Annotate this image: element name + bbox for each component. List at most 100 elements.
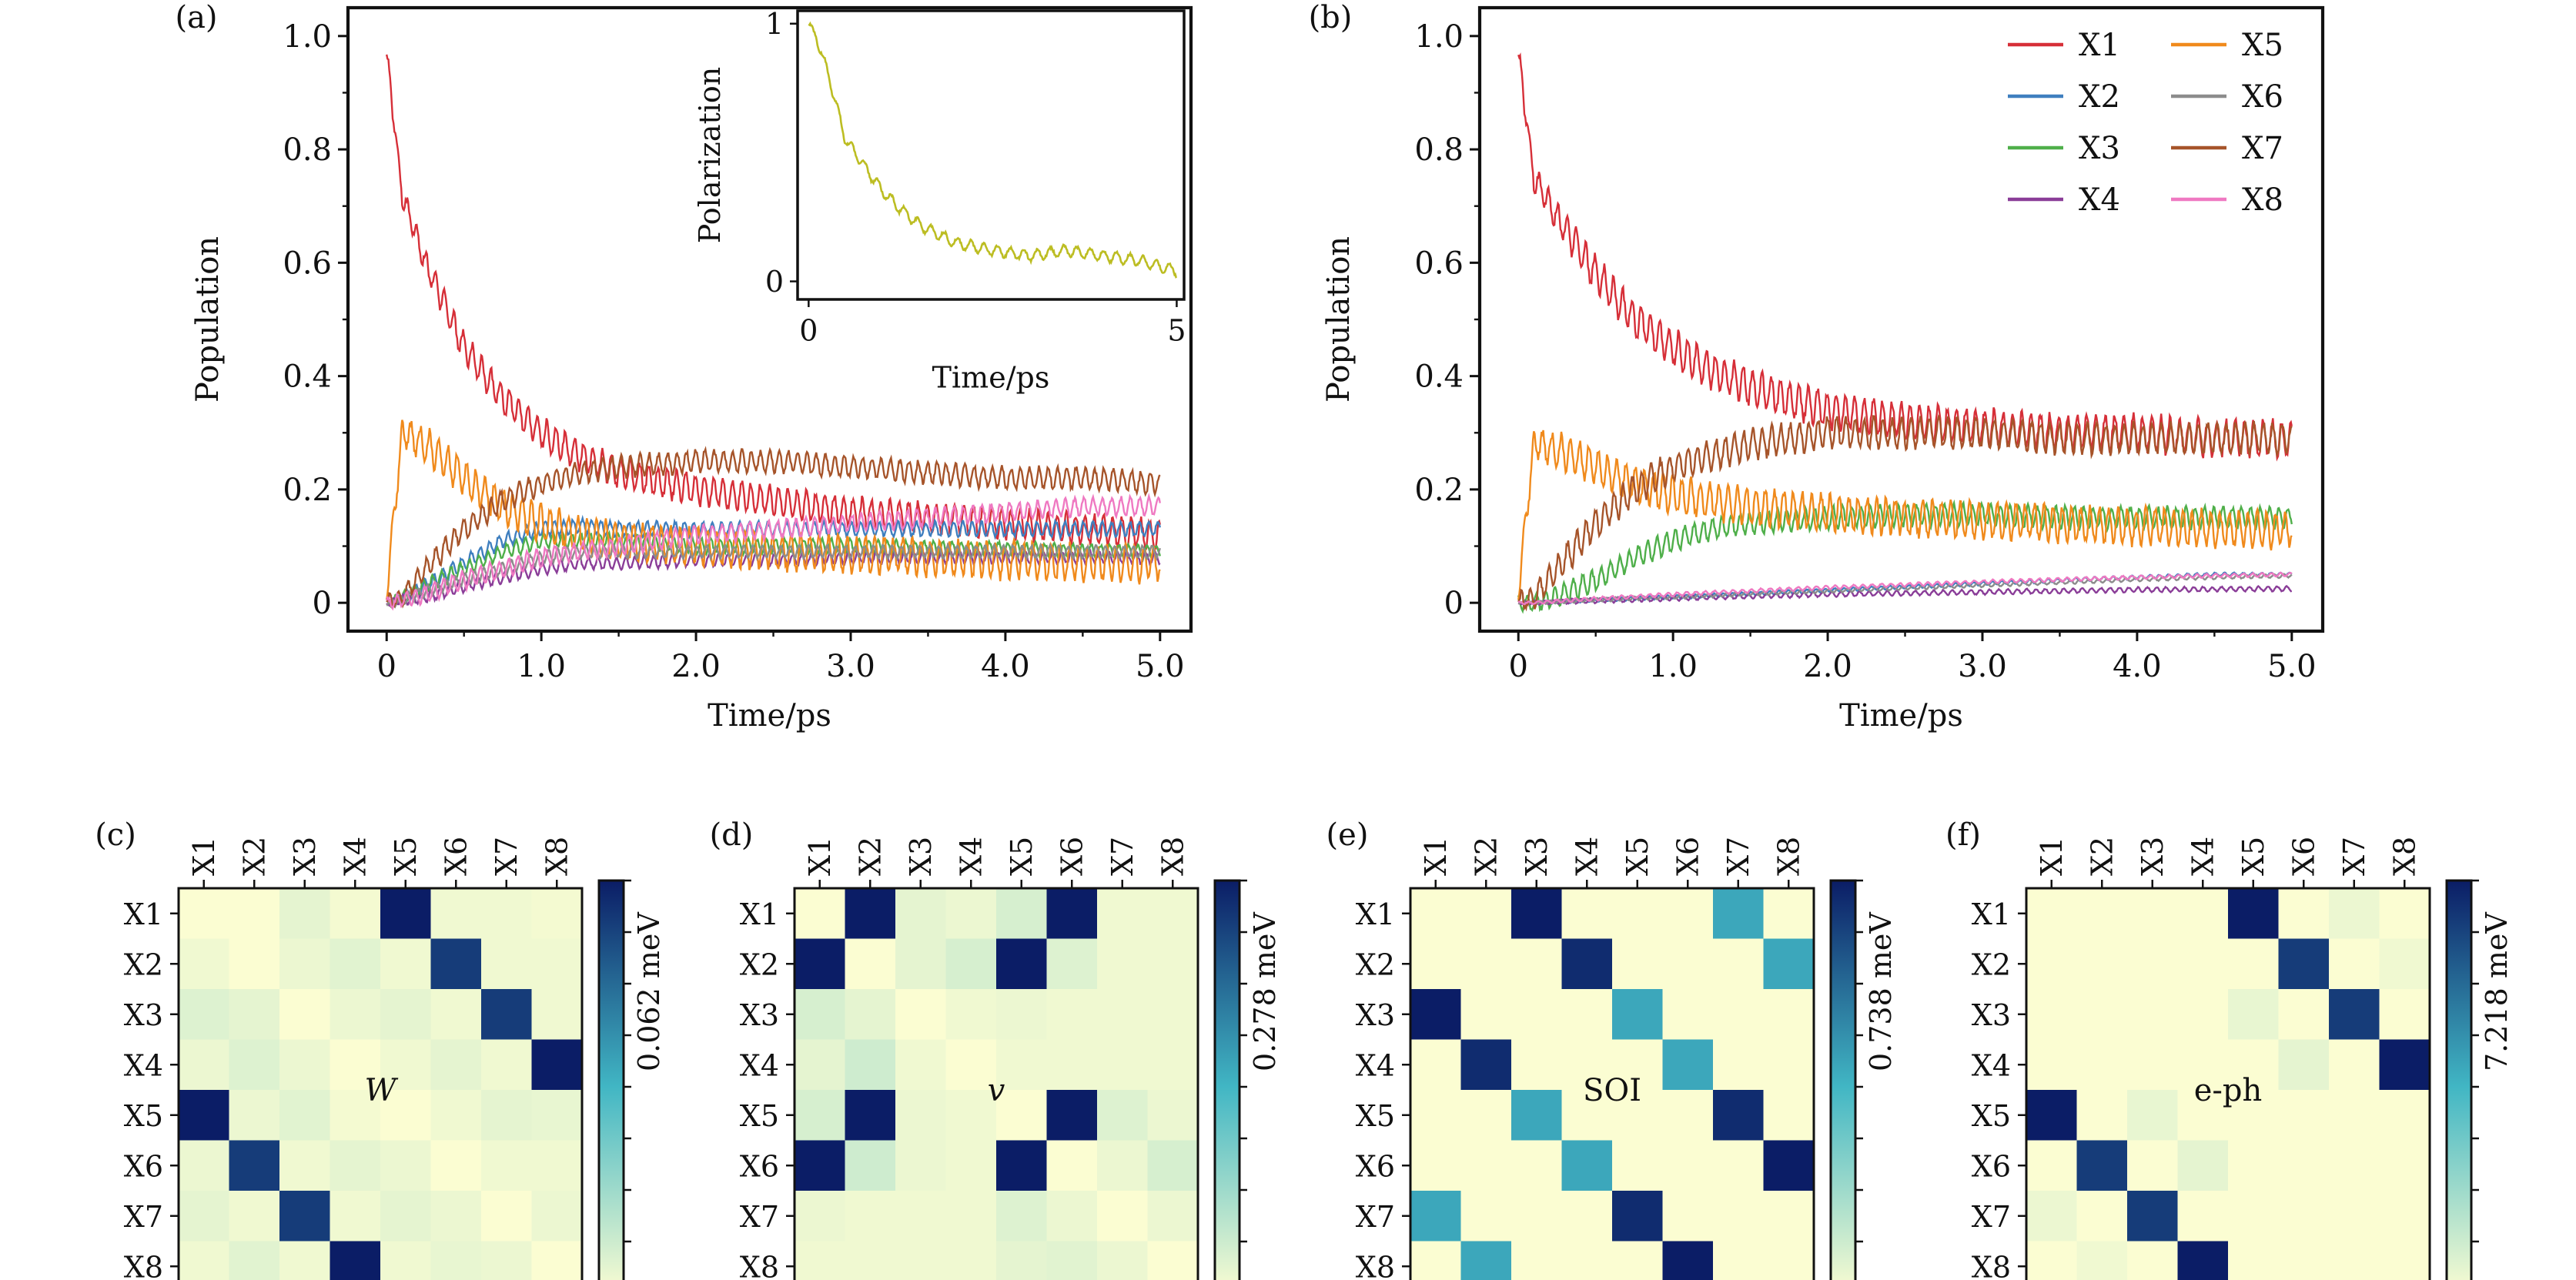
heatmap-cell bbox=[1097, 1140, 1148, 1191]
heatmap-cell bbox=[895, 938, 946, 990]
row-label: X8 bbox=[124, 1250, 163, 1280]
heatmap-cell bbox=[1147, 989, 1199, 1040]
heatmap-cell bbox=[1713, 1140, 1764, 1191]
heatmap-cell bbox=[2127, 1191, 2178, 1242]
heatmap-cell bbox=[2329, 1241, 2380, 1280]
heatmap-cell bbox=[2228, 1090, 2279, 1141]
x-tick-label: 0 bbox=[377, 649, 396, 684]
heatmap-cell bbox=[1763, 1241, 1815, 1280]
heatmap-cell bbox=[996, 1090, 1047, 1141]
heatmap-cell bbox=[1763, 1039, 1815, 1091]
heatmap-cell bbox=[895, 1039, 946, 1091]
heatmap-cell bbox=[945, 1191, 997, 1242]
col-label: X2 bbox=[237, 837, 271, 876]
heatmap-e: (e) X1 X2 X3 X4 X5 X6 X7 X8 X1 X2 X3 X4 X5 X6 X7 X8 SOI 0.… bbox=[1326, 817, 1898, 1280]
row-label: X5 bbox=[1972, 1099, 2011, 1133]
heatmap-cell bbox=[1410, 1090, 1461, 1141]
heatmap-cell bbox=[2278, 1039, 2330, 1091]
heatmap-cell bbox=[2127, 1241, 2178, 1280]
colorbar-label: 0.062 meV bbox=[632, 912, 666, 1071]
heatmap-cell bbox=[2379, 1140, 2430, 1191]
heatmap-cell bbox=[1612, 1241, 1663, 1280]
heatmap-cell bbox=[1147, 1039, 1199, 1091]
heatmap-cell bbox=[945, 1039, 997, 1091]
heatmap-cell bbox=[2076, 1039, 2128, 1091]
heatmap-cell bbox=[2278, 888, 2330, 939]
heatmap-cell bbox=[2026, 888, 2077, 939]
col-label: X8 bbox=[540, 837, 574, 876]
heatmap-cell bbox=[996, 989, 1047, 1040]
col-label: X3 bbox=[288, 837, 322, 876]
heatmap-cell bbox=[2278, 1191, 2330, 1242]
heatmap-cell bbox=[996, 1039, 1047, 1091]
heatmap-cell bbox=[2026, 1039, 2077, 1091]
heatmap-cell bbox=[795, 1039, 845, 1091]
heatmap-cell bbox=[330, 1090, 381, 1141]
y-tick-label: 0.6 bbox=[283, 246, 332, 281]
heatmap-cell bbox=[1460, 1241, 1512, 1280]
heatmap-cell bbox=[845, 1140, 896, 1191]
heatmap-cell bbox=[229, 888, 280, 939]
heatmap-cell bbox=[945, 938, 997, 990]
col-label: X6 bbox=[1055, 837, 1089, 876]
heatmap-cell bbox=[481, 888, 532, 939]
heatmap-cell bbox=[430, 989, 482, 1040]
heatmap-cell bbox=[481, 1140, 532, 1191]
plot-frame bbox=[346, 5, 1193, 633]
y-tick-label: 0.8 bbox=[1414, 132, 1464, 168]
heatmap-cell bbox=[1511, 1241, 1562, 1280]
heatmap-cell bbox=[1046, 1039, 1098, 1091]
x-tick-label: 0 bbox=[1509, 649, 1528, 684]
heatmap-cell bbox=[1561, 1090, 1613, 1141]
heatmap-cell bbox=[996, 888, 1047, 939]
heatmap-cell bbox=[531, 1241, 583, 1280]
heatmap-frame bbox=[2025, 887, 2431, 1280]
col-label: X1 bbox=[2035, 837, 2069, 876]
y-tick-label: 1.0 bbox=[283, 19, 332, 55]
heatmap-cell bbox=[2177, 1241, 2229, 1280]
heatmap-cell bbox=[2076, 938, 2128, 990]
heatmap-cell bbox=[1410, 1191, 1461, 1242]
col-label: X7 bbox=[2337, 837, 2371, 876]
colorbar-label: 0.738 meV bbox=[1864, 912, 1898, 1071]
col-label: X2 bbox=[2085, 837, 2119, 876]
heatmap-cell bbox=[1147, 1140, 1199, 1191]
row-label: X3 bbox=[740, 998, 779, 1032]
legend-label-X5: X5 bbox=[2242, 28, 2283, 63]
heatmap-cell bbox=[1097, 938, 1148, 990]
panel-label-a: (a) bbox=[175, 0, 217, 35]
x-tick-label: 2.0 bbox=[1803, 649, 1852, 684]
x-tick-label: 5 bbox=[1167, 314, 1186, 348]
heatmap-cell bbox=[531, 1140, 583, 1191]
colorbar bbox=[1213, 879, 1241, 1280]
heatmap-cell bbox=[2278, 1140, 2330, 1191]
heatmap-d: (d) X1 X2 X3 X4 X5 X6 X7 X8 X1 X2 X3 X4 X5 X6 X7 X8 v 0.27… bbox=[710, 817, 1282, 1280]
heatmap-cell bbox=[945, 989, 997, 1040]
heatmap-cell bbox=[1713, 1191, 1764, 1242]
heatmap-cell bbox=[1410, 989, 1461, 1040]
heatmap-cell bbox=[1713, 888, 1764, 939]
heatmap-cell bbox=[229, 1241, 280, 1280]
heatmap-cell bbox=[996, 1241, 1047, 1280]
center-label: SOI bbox=[1583, 1073, 1641, 1108]
heatmap-cell bbox=[2026, 1191, 2077, 1242]
heatmap-cell bbox=[845, 888, 896, 939]
heatmap-cell bbox=[330, 989, 381, 1040]
colorbar-label: 0.278 meV bbox=[1248, 912, 1282, 1071]
row-label: X7 bbox=[1356, 1200, 1395, 1234]
row-label: X2 bbox=[124, 947, 163, 981]
heatmap-cell bbox=[2329, 888, 2380, 939]
heatmap-cell bbox=[179, 888, 229, 939]
heatmap-cell bbox=[1662, 1191, 1714, 1242]
heatmap-cell bbox=[179, 1140, 229, 1191]
heatmap-cell bbox=[481, 1191, 532, 1242]
col-label: X3 bbox=[1520, 837, 1554, 876]
heatmap-cell bbox=[795, 1140, 845, 1191]
heatmap-cell bbox=[330, 1241, 381, 1280]
heatmap-cell bbox=[1147, 1241, 1199, 1280]
heatmap-cell bbox=[1561, 1191, 1613, 1242]
heatmap-cell bbox=[1147, 938, 1199, 990]
heatmap-cell bbox=[1147, 1191, 1199, 1242]
col-label: X5 bbox=[1621, 837, 1654, 876]
